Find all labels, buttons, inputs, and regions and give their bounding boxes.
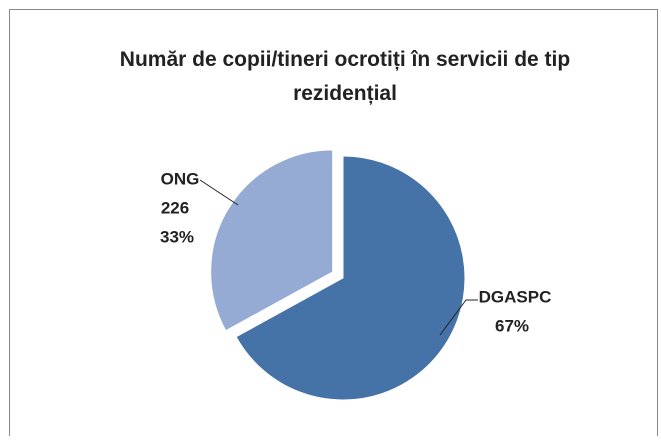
slice-percent: 33% <box>160 227 194 246</box>
slice-percent: 67% <box>495 316 529 335</box>
slice-label: DGASPC <box>479 287 552 306</box>
leader-line <box>199 179 239 206</box>
slice-label: ONG <box>161 169 200 188</box>
leader-line <box>439 299 478 336</box>
pie-slice <box>210 149 334 332</box>
pie-slice <box>235 155 466 401</box>
slice-count: 226 <box>161 198 189 217</box>
chart-title: Număr de copii/tineri ocrotiți în servic… <box>120 48 570 105</box>
